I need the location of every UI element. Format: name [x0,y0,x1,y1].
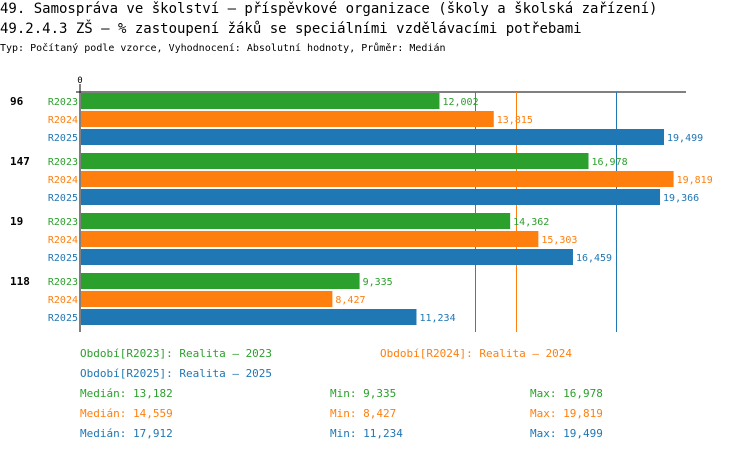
stat-max-r2023: Max: 16,978 [530,387,603,400]
chart-title: 49. Samospráva ve školství – příspěvkové… [0,1,658,17]
bar [81,249,573,265]
bar [81,291,333,307]
group-label: 118 [10,275,30,288]
stat-min-r2024: Min: 8,427 [330,407,397,420]
bar-series-label: R2024 [48,235,78,246]
stat-min-r2025: Min: 11,234 [330,427,403,440]
stat-median-r2023: Medián: 13,182 [80,387,173,400]
stat-max-r2025: Max: 19,499 [530,427,603,440]
bar [81,153,589,169]
stat-median-r2025: Medián: 17,912 [80,427,173,440]
bar-series-label: R2023 [48,277,78,288]
bar [81,231,539,247]
stat-median-r2024: Medián: 14,559 [80,407,173,420]
bar-series-label: R2025 [48,193,78,204]
group-label: 19 [10,215,23,228]
stat-max-r2024: Max: 19,819 [530,407,603,420]
bar-chart: 0 96 R2023 12,002 R2024 13,815 R2025 19,499 147 R… [10,76,713,332]
bar-value-label: 19,366 [663,193,699,204]
chart-subtitle-indicator: 49.2.4.3 ZŠ – % zastoupení žáků se speci… [0,21,582,37]
bar [81,189,661,205]
bar-value-label: 13,815 [497,115,533,126]
group-label: 147 [10,155,30,168]
bar-value-label: 8,427 [335,295,365,306]
bar [81,309,417,325]
bar-series-label: R2025 [48,133,78,144]
bar-value-label: 19,819 [677,175,713,186]
bar-value-label: 14,362 [513,217,549,228]
bar [81,213,511,229]
bar-value-label: 15,303 [541,235,577,246]
legend-r2025: Období[R2025]: Realita – 2025 [80,367,273,380]
bar [81,111,494,127]
bar-series-label: R2023 [48,157,78,168]
bar-series-label: R2023 [48,97,78,108]
bar-series-label: R2025 [48,313,78,324]
bar [81,273,360,289]
bar-series-label: R2023 [48,217,78,228]
bar-value-label: 16,459 [576,253,612,264]
bar-series-label: R2024 [48,115,78,126]
bar [81,171,674,187]
bar-value-label: 9,335 [363,277,393,288]
bar-value-label: 11,234 [419,313,455,324]
bar [81,93,440,109]
legend-r2023: Období[R2023]: Realita – 2023 [80,347,273,360]
legend-r2024: Období[R2024]: Realita – 2024 [380,347,573,360]
x-axis-zero-label: 0 [77,76,82,86]
bar-value-label: 16,978 [592,157,628,168]
bar-value-label: 12,002 [442,97,478,108]
bar-series-label: R2024 [48,295,78,306]
group-label: 96 [10,95,24,108]
bar-series-label: R2025 [48,253,78,264]
bar-value-label: 19,499 [667,133,703,144]
bar [81,129,665,145]
stat-min-r2023: Min: 9,335 [330,387,397,400]
chart-type-info: Typ: Počítaný podle vzorce, Vyhodnocení:… [0,43,446,54]
bar-series-label: R2024 [48,175,78,186]
